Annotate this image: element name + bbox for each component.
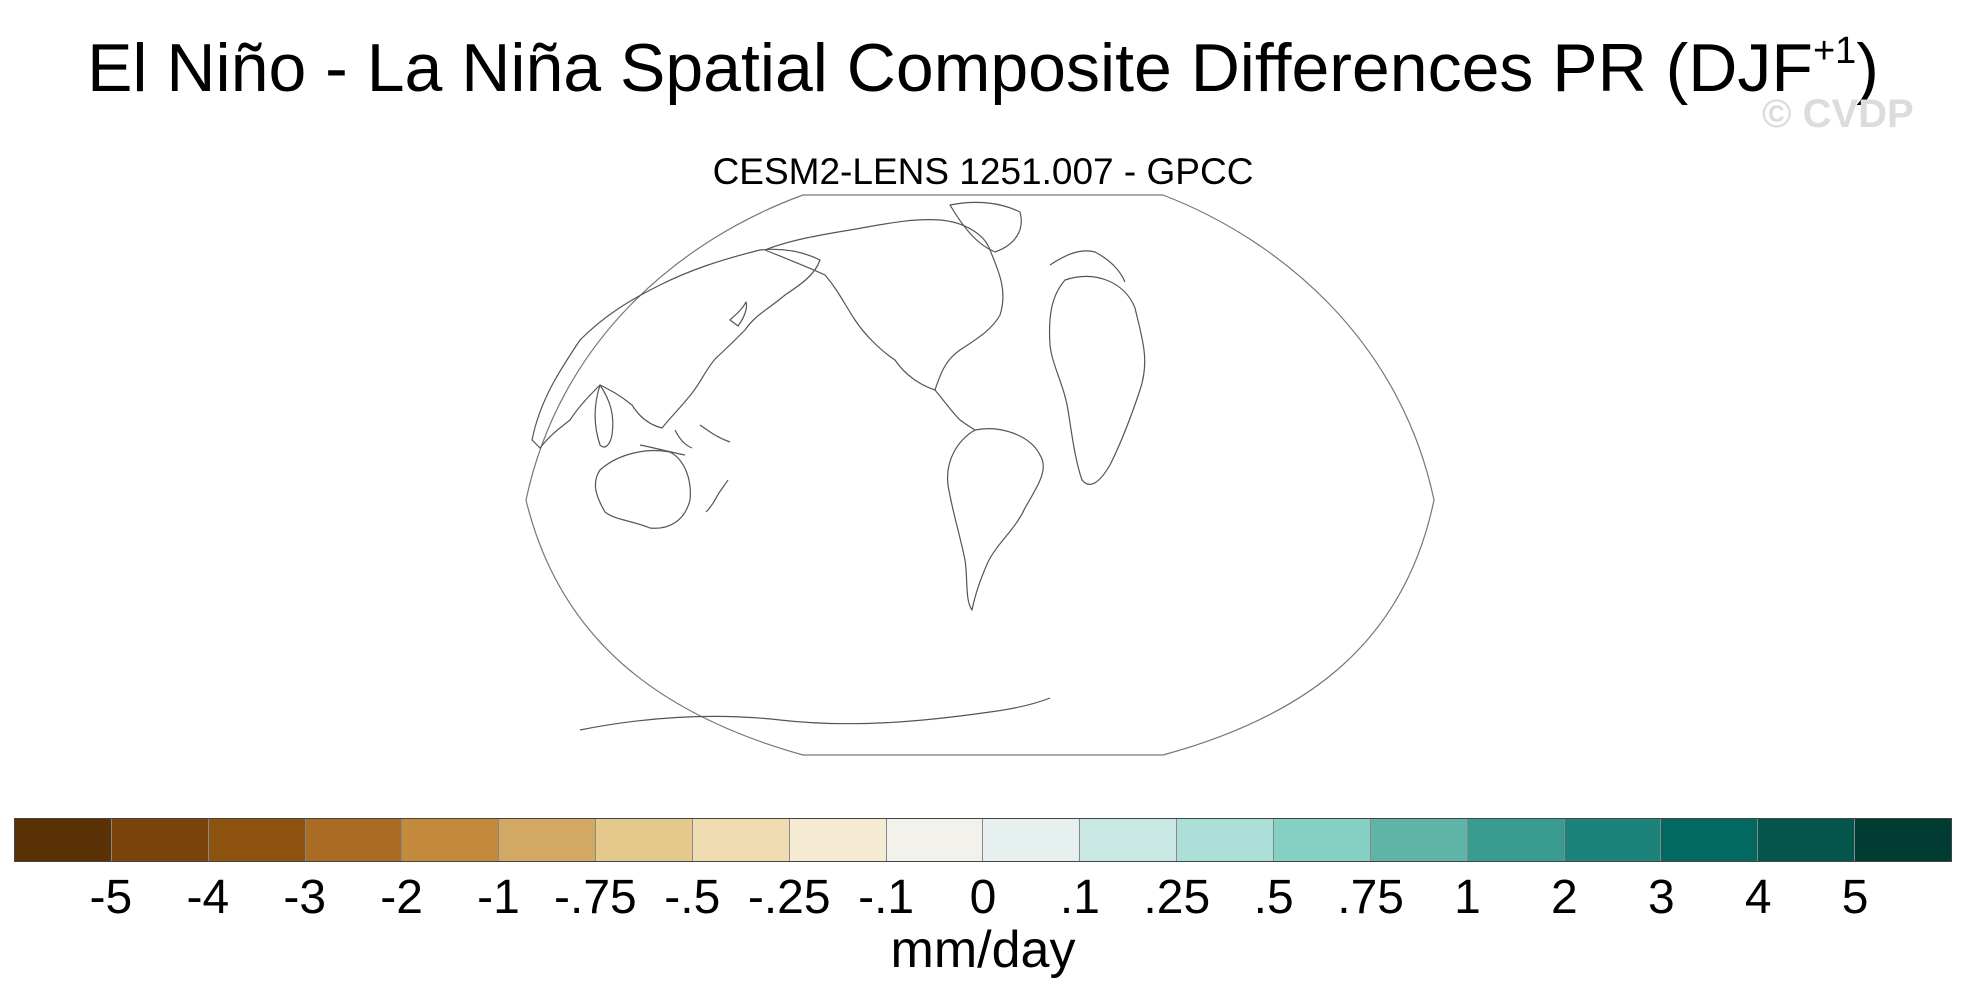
colorbar-box [886, 819, 984, 861]
colorbar-tick-label: 3 [1647, 871, 1675, 924]
colorbar-tick-label: -1 [477, 871, 520, 924]
colorbar-tick-label: 5 [1841, 871, 1869, 924]
colorbar-tick-label: -4 [186, 871, 230, 924]
map-frame [525, 194, 1435, 756]
colorbar-box [305, 819, 403, 861]
coast-africa [1048, 275, 1146, 485]
colorbar-box [1467, 819, 1565, 861]
colorbar-tick-label: -3 [283, 871, 327, 924]
colorbar-tick-label: -5 [89, 871, 133, 924]
coast-indonesia [639, 424, 731, 456]
world-map [525, 194, 1435, 756]
colorbar-tick-label: -.75 [554, 871, 637, 924]
colorbar-tick-label: 4 [1744, 871, 1772, 924]
colorbar-box [499, 819, 597, 861]
colorbar-box [1177, 819, 1274, 861]
colorbar-tick-label: 0 [969, 871, 997, 924]
colorbar [14, 818, 1952, 862]
coast-greenland [949, 201, 1022, 253]
colorbar-box [1758, 819, 1856, 861]
colorbar-box [1564, 819, 1662, 861]
colorbar-box [1080, 819, 1178, 861]
colorbar-tick-label: -2 [380, 871, 423, 924]
coast-japan [729, 301, 748, 327]
title-superscript: +1 [1812, 30, 1857, 73]
figure-title: El Niño - La Niña Spatial Composite Diff… [0, 28, 1966, 108]
colorbar-box [1855, 819, 1951, 861]
colorbar-units: mm/day [890, 921, 1076, 979]
colorbar-box [15, 819, 112, 861]
colorbar-box [789, 819, 887, 861]
coastlines [531, 201, 1146, 731]
coast-central-america [934, 389, 976, 431]
coast-antarctica [579, 697, 1051, 731]
colorbar-box [208, 819, 306, 861]
panel-subtitle: CESM2-LENS 1251.007 - GPCC [712, 151, 1254, 192]
title-text: El Niño - La Niña Spatial Composite Diff… [87, 30, 1813, 106]
colorbar-box [692, 819, 790, 861]
colorbar-tick-label: .5 [1253, 871, 1294, 924]
colorbar-box [111, 819, 209, 861]
title-close: ) [1856, 30, 1879, 106]
colorbar-tick-label: -.1 [858, 871, 915, 924]
coast-north-america [764, 219, 1004, 391]
coast-india [594, 384, 614, 448]
colorbar-tick-label: .25 [1143, 871, 1211, 924]
colorbar-box [1661, 819, 1759, 861]
colorbar-box [1370, 819, 1468, 861]
colorbar-box [1273, 819, 1371, 861]
coast-new-zealand [705, 479, 729, 513]
colorbar-box [596, 819, 693, 861]
colorbar-tick-label: .1 [1059, 871, 1100, 924]
colorbar-tick-label: 2 [1551, 871, 1578, 924]
coast-south-america [946, 428, 1044, 611]
colorbar-tick-label: .75 [1337, 871, 1404, 924]
colorbar-tick-label: 1 [1454, 871, 1481, 924]
colorbar-box [402, 819, 500, 861]
coast-asia [531, 248, 821, 449]
colorbar-box [983, 819, 1081, 861]
colorbar-tick-label: -.25 [747, 871, 831, 924]
cvdp-watermark: © CVDP [1762, 92, 1914, 136]
colorbar-tick-label: -.5 [664, 871, 721, 924]
coast-europe [1049, 250, 1126, 283]
coast-australia [594, 449, 691, 529]
